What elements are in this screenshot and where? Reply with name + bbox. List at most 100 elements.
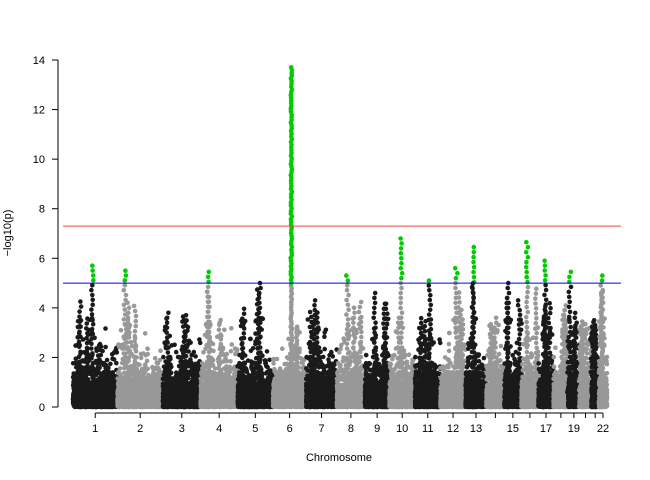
data-point <box>116 382 121 387</box>
data-point <box>111 350 117 355</box>
data-point <box>118 387 124 392</box>
data-point <box>95 353 101 358</box>
data-point <box>77 323 83 329</box>
data-point <box>153 384 158 389</box>
data-point <box>197 337 202 342</box>
data-point <box>76 331 82 336</box>
data-point <box>161 354 166 360</box>
data-point <box>129 383 135 388</box>
data-point <box>122 375 128 381</box>
data-point <box>89 307 94 312</box>
data-point <box>85 332 91 338</box>
data-point <box>92 372 98 377</box>
data-point <box>143 368 148 373</box>
data-point <box>173 349 179 355</box>
data-point <box>138 351 144 357</box>
data-point <box>75 319 81 324</box>
data-point <box>90 282 95 288</box>
data-point <box>91 398 97 404</box>
data-point <box>104 357 110 363</box>
data-point <box>125 300 130 306</box>
data-point <box>132 328 138 334</box>
data-point <box>122 278 128 283</box>
data-point <box>121 287 127 293</box>
data-point <box>127 389 132 395</box>
data-point <box>100 391 106 397</box>
data-point <box>133 313 139 319</box>
data-point <box>80 393 85 399</box>
data-point <box>103 344 108 350</box>
data-point <box>89 315 95 321</box>
data-point <box>111 404 116 409</box>
data-point <box>78 368 83 374</box>
data-point <box>126 305 132 311</box>
data-point <box>84 385 89 390</box>
data-point <box>90 321 96 327</box>
chromosome-2-points <box>115 268 166 410</box>
data-point <box>84 345 90 351</box>
data-point <box>135 384 140 390</box>
data-point <box>79 389 84 395</box>
data-point <box>85 378 91 384</box>
data-point <box>156 378 161 383</box>
data-point <box>90 385 95 390</box>
data-point <box>149 401 155 406</box>
data-point <box>110 356 115 362</box>
data-point <box>131 303 137 309</box>
data-point <box>82 369 87 374</box>
data-point <box>78 349 83 355</box>
data-point <box>90 365 96 371</box>
data-point <box>116 371 121 376</box>
data-point <box>193 361 198 367</box>
data-point <box>85 316 90 321</box>
data-point <box>154 388 159 393</box>
data-point <box>132 355 137 360</box>
data-point <box>125 394 131 400</box>
data-point <box>123 268 128 274</box>
data-point <box>90 360 96 366</box>
data-point <box>154 360 160 366</box>
data-point <box>176 363 182 369</box>
data-point <box>79 358 84 364</box>
data-point <box>135 361 141 367</box>
data-point <box>103 326 108 331</box>
data-point <box>78 304 84 309</box>
data-point <box>152 355 158 361</box>
data-point <box>145 394 151 400</box>
data-point <box>96 376 101 382</box>
data-point <box>145 384 151 389</box>
data-point <box>102 377 107 383</box>
data-point <box>90 273 96 278</box>
data-point <box>114 360 119 366</box>
data-point <box>107 378 112 384</box>
data-point <box>143 362 148 367</box>
data-point <box>78 299 83 304</box>
data-point <box>90 302 95 308</box>
data-point <box>135 395 141 401</box>
data-point <box>193 354 198 359</box>
data-point <box>129 343 135 349</box>
data-point <box>150 365 156 370</box>
data-point <box>131 364 137 369</box>
data-point <box>77 342 83 348</box>
data-point <box>89 346 94 351</box>
data-point <box>121 370 127 376</box>
data-point <box>101 371 106 377</box>
data-point <box>124 328 130 333</box>
data-point <box>126 310 131 316</box>
data-point <box>125 360 130 365</box>
data-point <box>77 404 82 410</box>
data-point <box>84 321 90 326</box>
data-point <box>132 308 138 314</box>
data-point <box>141 378 147 383</box>
data-point <box>121 317 127 322</box>
data-point <box>91 278 96 283</box>
data-point <box>127 348 133 354</box>
data-point <box>75 362 81 367</box>
data-point <box>192 369 197 375</box>
data-point <box>144 402 150 407</box>
data-point <box>145 346 150 352</box>
data-point <box>84 390 90 395</box>
data-points <box>70 65 610 410</box>
